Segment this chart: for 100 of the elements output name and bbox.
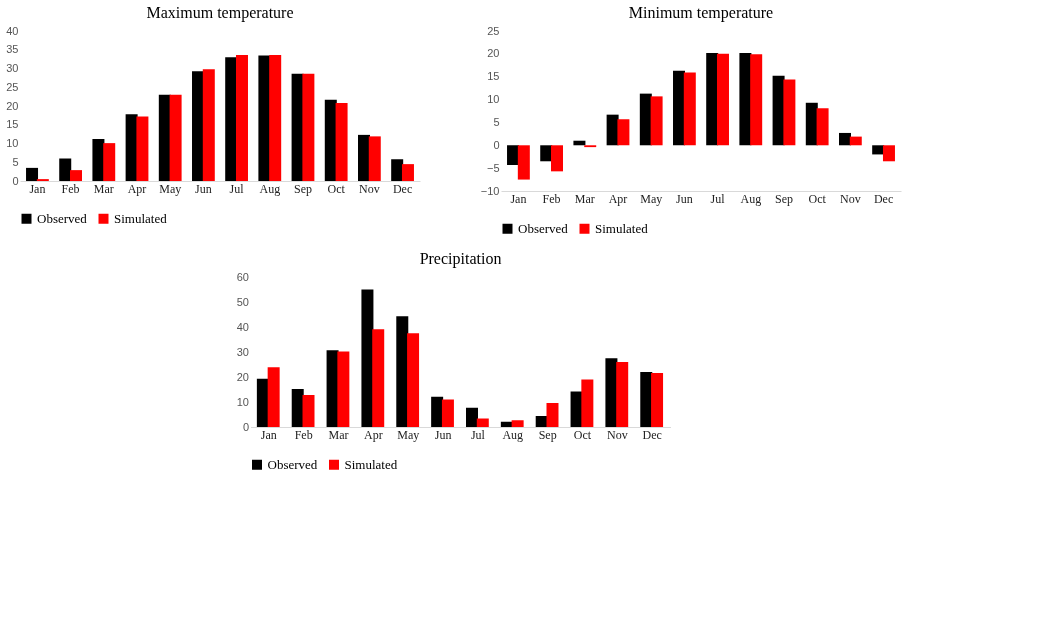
- bar: [617, 119, 630, 146]
- x-tick-label: Apr: [364, 427, 383, 442]
- bar: [805, 102, 818, 146]
- y-tick-label: 5: [12, 155, 19, 168]
- x-tick-label: Jan: [29, 181, 46, 196]
- bar: [202, 69, 215, 181]
- legend-label: Simulated: [595, 220, 649, 236]
- y-tick-label: 40: [6, 24, 19, 37]
- y-tick-label: 5: [493, 115, 500, 128]
- y-tick-label: 0: [12, 174, 19, 187]
- x-tick-label: Sep: [774, 191, 793, 206]
- bar: [716, 53, 729, 146]
- x-tick-label: Nov: [607, 427, 628, 442]
- bar: [605, 358, 618, 427]
- bar: [256, 378, 269, 427]
- bar: [476, 418, 489, 427]
- x-tick-label: May: [397, 427, 420, 442]
- x-tick-label: Aug: [259, 181, 281, 196]
- bar: [441, 399, 454, 427]
- bar: [136, 116, 149, 181]
- bar: [372, 329, 385, 427]
- x-tick-label: Jul: [470, 427, 486, 442]
- y-tick-label: 20: [487, 47, 500, 60]
- bar: [706, 52, 719, 146]
- x-tick-label: Mar: [574, 191, 595, 206]
- bar: [192, 71, 205, 181]
- bar: [750, 54, 763, 146]
- y-tick-label: 20: [6, 99, 19, 112]
- bar: [335, 103, 348, 181]
- bar: [258, 55, 271, 181]
- bar: [683, 72, 696, 146]
- x-tick-label: Oct: [327, 181, 346, 196]
- legend-label: Simulated: [114, 210, 168, 226]
- bar: [849, 136, 862, 146]
- bar: [673, 70, 686, 146]
- chart-title: Maximum temperature: [146, 4, 294, 22]
- bar: [872, 145, 885, 155]
- chart-title: Minimum temperature: [628, 4, 774, 22]
- x-tick-label: Jul: [229, 181, 245, 196]
- y-tick-label: 30: [236, 345, 249, 358]
- bar: [546, 403, 559, 427]
- bar: [291, 389, 304, 427]
- bar: [838, 132, 851, 146]
- bar: [465, 407, 478, 427]
- bar: [235, 55, 248, 181]
- y-tick-label: −10: [480, 184, 500, 197]
- bar: [391, 159, 404, 181]
- bar: [103, 143, 116, 181]
- x-tick-label: Nov: [840, 191, 861, 206]
- bar: [368, 136, 381, 181]
- bar: [92, 139, 105, 181]
- y-tick-label: 40: [236, 320, 249, 333]
- x-tick-label: Jul: [710, 191, 726, 206]
- x-tick-label: Jan: [260, 427, 277, 442]
- y-tick-label: 35: [6, 43, 19, 56]
- bar: [302, 395, 315, 427]
- y-tick-label: 30: [6, 62, 19, 74]
- y-tick-label: 10: [6, 137, 19, 149]
- y-tick-label: 60: [236, 270, 249, 283]
- x-tick-label: Dec: [392, 181, 413, 196]
- x-tick-label: Apr: [127, 181, 147, 196]
- y-tick-label: 10: [236, 395, 249, 408]
- x-tick-label: Apr: [608, 191, 628, 206]
- y-tick-label: 15: [487, 70, 500, 83]
- bar: [431, 396, 444, 427]
- bar: [511, 420, 524, 427]
- y-tick-label: 20: [236, 370, 249, 383]
- bar: [269, 55, 282, 181]
- x-tick-label: May: [159, 181, 182, 196]
- bar: [650, 96, 663, 146]
- bar: [616, 362, 629, 427]
- x-tick-label: Jun: [676, 191, 693, 206]
- bar: [507, 145, 520, 165]
- x-tick-label: Mar: [93, 181, 114, 196]
- bar: [396, 316, 409, 427]
- bar: [783, 79, 796, 146]
- y-tick-label: 25: [487, 24, 500, 37]
- y-tick-label: 10: [487, 93, 500, 106]
- x-tick-label: May: [640, 191, 663, 206]
- x-tick-label: Aug: [502, 427, 524, 442]
- legend-label: Observed: [518, 220, 569, 236]
- x-tick-label: Feb: [61, 181, 80, 196]
- bar: [302, 73, 315, 181]
- x-tick-label: Jan: [510, 191, 527, 206]
- bar: [26, 167, 39, 181]
- bar: [739, 52, 752, 146]
- x-tick-label: Sep: [538, 427, 557, 442]
- bar: [324, 99, 337, 181]
- x-tick-label: Nov: [359, 181, 380, 196]
- x-tick-label: Sep: [293, 181, 312, 196]
- bar: [169, 94, 182, 181]
- bar: [357, 134, 370, 181]
- x-tick-label: Mar: [328, 427, 349, 442]
- bar: [407, 333, 420, 427]
- x-tick-label: Dec: [873, 191, 894, 206]
- chart-title: Precipitation: [419, 250, 502, 268]
- bar: [59, 158, 72, 181]
- x-tick-label: Feb: [294, 427, 313, 442]
- bar: [401, 164, 414, 181]
- y-tick-label: 50: [236, 295, 249, 308]
